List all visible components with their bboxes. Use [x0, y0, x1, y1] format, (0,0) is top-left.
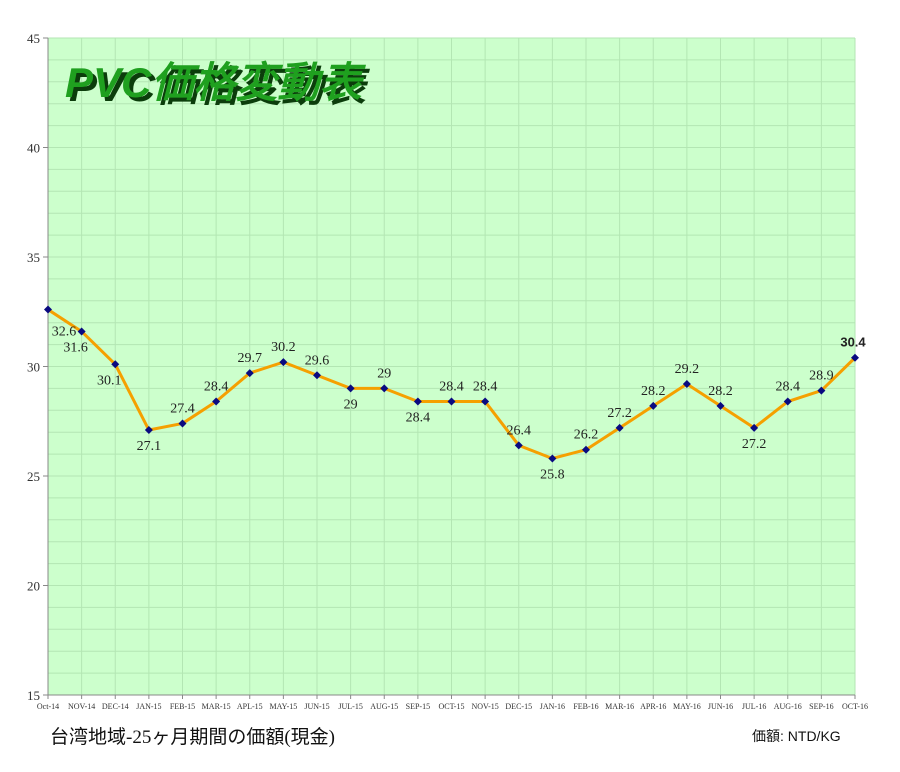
data-point-marker	[44, 305, 52, 314]
unit-label: 価額: NTD/KG	[752, 728, 841, 744]
x-tick-label: JAN-15	[136, 702, 161, 711]
x-tick-label: MAR-15	[202, 702, 231, 711]
x-tick-label: OCT-15	[439, 702, 465, 711]
data-label: 30.4	[840, 335, 866, 350]
x-tick-label: NOV-14	[68, 702, 95, 711]
axes	[43, 37, 856, 699]
x-tick-label: APR-16	[640, 702, 666, 711]
x-tick-label: MAY-15	[270, 702, 298, 711]
y-axis-tick-labels: 15 20 25 30 35 40 45	[27, 31, 40, 703]
data-label: 29	[344, 397, 358, 412]
y-tick-label: 35	[27, 250, 40, 265]
x-tick-label: JAN-16	[540, 702, 565, 711]
data-label: 32.6	[52, 325, 77, 340]
y-tick-label: 15	[27, 688, 40, 703]
x-tick-label: FEB-16	[573, 702, 598, 711]
data-point-marker	[716, 401, 725, 410]
gridlines	[47, 37, 856, 696]
data-point-marker	[380, 384, 389, 393]
data-label: 29	[377, 366, 391, 381]
data-label: 25.8	[540, 467, 565, 482]
data-label: 27.2	[742, 437, 767, 452]
chart-title-group: PVC価格変動表 PVC価格変動表	[65, 59, 370, 110]
data-label: 28.4	[439, 380, 464, 395]
data-point-marker	[615, 423, 624, 432]
data-point-marker	[817, 386, 826, 395]
x-tick-label: JUN-15	[304, 702, 329, 711]
x-tick-label: FEB-15	[170, 702, 195, 711]
data-point-marker	[481, 397, 490, 406]
x-axis-tick-labels: Oct-14 NOV-14 DEC-14 JAN-15 FEB-15 MAR-15 APL-…	[37, 702, 868, 711]
y-tick-label: 20	[27, 579, 40, 594]
y-tick-label: 40	[27, 141, 40, 156]
x-tick-label: SEP-16	[809, 702, 833, 711]
data-label: 26.2	[574, 428, 599, 443]
data-label: 30.1	[97, 373, 122, 388]
y-tick-label: 45	[27, 31, 40, 46]
footer-caption: 台湾地域-25ヶ月期間の価額(現金)	[50, 727, 335, 748]
data-label: 26.4	[507, 423, 532, 438]
x-tick-label: AUG-16	[774, 702, 802, 711]
chart-title-shadow: PVC価格変動表	[69, 63, 370, 110]
data-label: 28.4	[204, 380, 229, 395]
x-tick-label: SEP-15	[406, 702, 430, 711]
data-label: 28.2	[708, 384, 733, 399]
data-label: 29.7	[238, 351, 263, 366]
data-point-marker	[111, 360, 120, 369]
data-point-marker	[649, 401, 658, 410]
data-point-marker	[514, 441, 523, 450]
x-tick-label: DEC-15	[505, 702, 532, 711]
data-label: 30.2	[271, 340, 296, 355]
y-tick-label: 25	[27, 469, 40, 484]
data-point-marker	[447, 397, 456, 406]
data-point-marker	[682, 380, 691, 389]
data-point-marker	[548, 454, 557, 463]
x-tick-label: OCT-16	[842, 702, 868, 711]
x-tick-label: APL-15	[237, 702, 263, 711]
data-point-marker	[279, 358, 288, 367]
data-point-marker	[212, 397, 221, 406]
data-label: 31.6	[63, 340, 88, 355]
x-tick-label: JUL-16	[742, 702, 766, 711]
x-tick-label: MAR-16	[605, 702, 634, 711]
x-tick-label: Oct-14	[37, 702, 59, 711]
data-label: 29.2	[675, 362, 700, 377]
data-point-marker	[144, 426, 153, 435]
data-label: 27.4	[170, 401, 195, 416]
data-label: 29.6	[305, 353, 330, 368]
data-point-marker	[413, 397, 422, 406]
data-labels: 32.631.6 30.1 27.1 27.4 28.4 29.7 30.2 29.6 29 29…	[52, 325, 867, 483]
data-point-marker	[783, 397, 792, 406]
data-markers	[44, 305, 859, 463]
data-label: 28.4	[776, 380, 801, 395]
data-label: 28.2	[641, 384, 666, 399]
data-label: 28.9	[809, 369, 834, 384]
y-tick-label: 30	[27, 360, 40, 375]
data-point-marker	[245, 369, 254, 378]
x-tick-label: DEC-14	[102, 702, 129, 711]
data-point-marker	[346, 384, 355, 393]
data-point-marker	[313, 371, 321, 380]
data-point-marker	[582, 445, 590, 454]
chart-title: PVC価格変動表	[65, 59, 366, 106]
data-point-marker	[77, 327, 86, 336]
x-tick-label: AUG-15	[370, 702, 398, 711]
data-label: 27.2	[607, 406, 632, 421]
x-tick-label: JUL-15	[338, 702, 362, 711]
data-point-marker	[851, 353, 859, 362]
data-label: 28.4	[473, 380, 498, 395]
x-tick-label: MAY-16	[673, 702, 701, 711]
x-tick-label: NOV-15	[471, 702, 498, 711]
data-point-marker	[178, 419, 187, 428]
x-tick-label: JUN-16	[708, 702, 733, 711]
data-label: 28.4	[406, 411, 431, 426]
data-label: 27.1	[137, 439, 162, 454]
data-point-marker	[750, 423, 759, 432]
